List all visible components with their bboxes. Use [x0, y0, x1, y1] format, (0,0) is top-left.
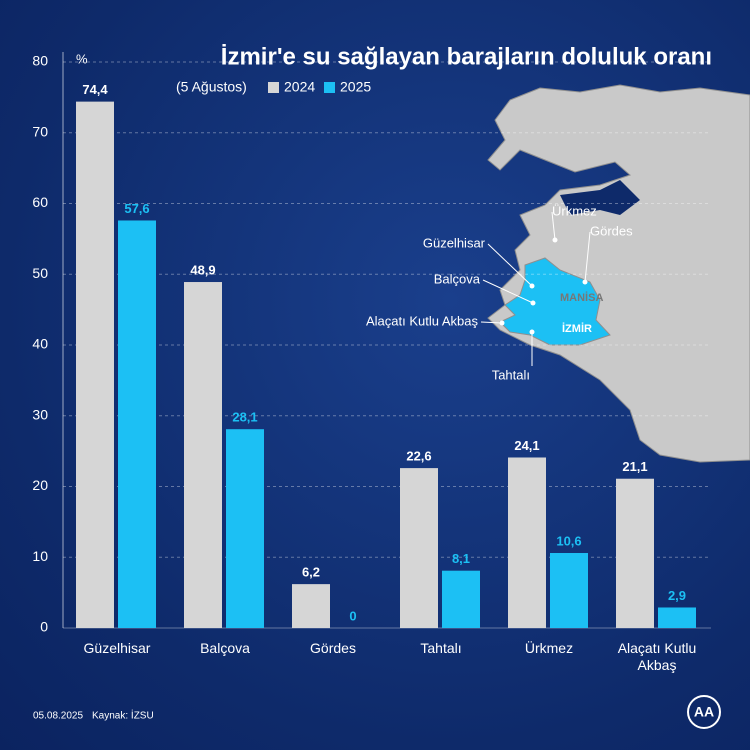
y-tick-label: 80 — [32, 53, 48, 69]
bar — [184, 282, 222, 628]
x-tick-label: Gördes — [310, 640, 356, 656]
y-tick-label: 60 — [32, 194, 48, 210]
bar — [226, 429, 264, 628]
value-label: 24,1 — [514, 438, 539, 453]
map-label: Güzelhisar — [423, 235, 486, 250]
y-tick-label: 20 — [32, 477, 48, 493]
value-label: 2,9 — [668, 588, 686, 603]
value-label: 28,1 — [232, 410, 257, 425]
map-label: Gördes — [590, 223, 633, 238]
map — [487, 84, 750, 463]
value-label: 21,1 — [622, 459, 647, 474]
leader-line — [482, 279, 534, 304]
logo-mark — [687, 695, 721, 729]
map-label: İZMİR — [562, 322, 592, 335]
value-label: 8,1 — [452, 551, 470, 566]
leader-line — [487, 243, 533, 287]
source: Kaynak: İZSU — [92, 709, 154, 722]
x-tick-label: Alaçatı Kutlu Akbaş — [617, 640, 697, 673]
y-axis-label: % — [76, 51, 88, 66]
leader-line — [480, 321, 503, 324]
x-tick-label: Güzelhisar — [83, 640, 151, 656]
bar — [550, 553, 588, 628]
value-label: 57,6 — [124, 201, 149, 216]
value-label: 74,4 — [82, 82, 108, 97]
bar — [292, 584, 330, 628]
value-label: 10,6 — [556, 533, 581, 548]
value-label: 6,2 — [302, 565, 320, 580]
map-label: Balçova — [434, 271, 481, 286]
bar — [400, 468, 438, 628]
y-tick-label: 50 — [32, 265, 48, 281]
date: 05.08.2025 — [33, 711, 83, 722]
legend-label: 2025 — [340, 79, 371, 95]
subtitle: (5 Ağustos) — [176, 79, 247, 95]
value-label: 48,9 — [190, 262, 215, 277]
y-tick-label: 10 — [32, 548, 48, 564]
dam-dot — [529, 329, 535, 335]
x-tick-label: Ürkmez — [524, 640, 574, 656]
dam-dot — [552, 237, 558, 243]
leader-line — [584, 231, 591, 283]
map-label: Alaçatı Kutlu Akbaş — [366, 313, 479, 328]
dam-dot — [530, 300, 536, 306]
legend-swatch — [268, 82, 279, 93]
leader-line — [551, 211, 556, 241]
y-tick-label: 0 — [40, 619, 48, 635]
value-label: 22,6 — [406, 449, 431, 464]
map-label: Ürkmez — [552, 203, 597, 218]
x-tick-label: Tahtalı — [420, 640, 462, 656]
dam-dot — [582, 279, 588, 285]
chart-title: İzmir'e su sağlayan barajların doluluk o… — [221, 43, 712, 70]
y-tick-label: 30 — [32, 406, 48, 422]
value-label: 0 — [349, 608, 356, 623]
legend-label: 2024 — [284, 79, 315, 95]
dam-dot — [529, 283, 535, 289]
bar — [658, 607, 696, 628]
y-tick-label: 70 — [32, 123, 48, 139]
x-tick-label: Balçova — [200, 640, 250, 656]
dam-dot — [499, 320, 505, 326]
bar — [508, 457, 546, 628]
y-tick-label: 40 — [32, 336, 48, 352]
bar — [118, 220, 156, 629]
bar — [76, 101, 114, 629]
logo: AA — [694, 704, 714, 720]
bar — [616, 478, 654, 628]
map-label: MANİSA — [560, 291, 603, 304]
map-label: Tahtalı — [492, 367, 530, 382]
legend-swatch — [324, 82, 335, 93]
bar — [442, 570, 480, 628]
